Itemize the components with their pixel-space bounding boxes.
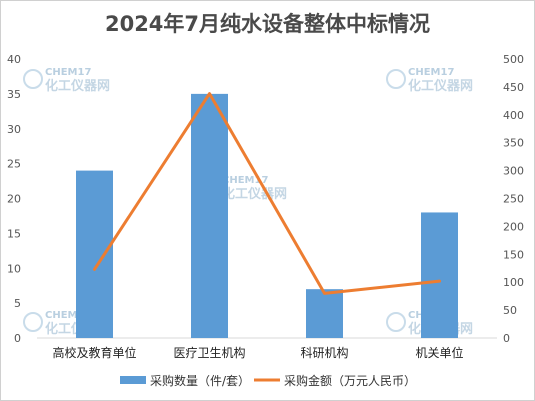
left-tick-label: 40 xyxy=(7,53,21,66)
left-tick-label: 35 xyxy=(7,88,21,101)
legend-bar-label: 采购数量（件/套） xyxy=(150,373,250,388)
left-tick-label: 10 xyxy=(7,262,21,275)
watermark-brand: CHEM17 xyxy=(408,67,454,78)
bar xyxy=(191,93,228,338)
category-label: 医疗卫生机构 xyxy=(173,345,245,360)
category-label: 科研机构 xyxy=(300,345,348,360)
watermark-logo-icon xyxy=(386,312,406,332)
left-tick-label: 20 xyxy=(7,193,21,206)
left-tick-label: 5 xyxy=(14,297,21,310)
watermark-logo-icon xyxy=(23,69,43,89)
category-label: 机关单位 xyxy=(415,345,463,360)
right-tick-label: 350 xyxy=(503,137,524,150)
right-tick-label: 500 xyxy=(503,53,524,66)
right-tick-label: 150 xyxy=(503,248,524,261)
right-axis: 0 50 100 150 200 250 300 350 400 450 500 xyxy=(503,53,524,345)
right-tick-label: 0 xyxy=(503,332,510,345)
watermark-brand: CHEM17 xyxy=(45,67,91,78)
legend: 采购数量（件/套） 采购金额（万元人民币） xyxy=(120,373,416,388)
bar xyxy=(421,212,458,338)
left-tick-label: 30 xyxy=(7,123,21,136)
watermark-logo-icon xyxy=(386,69,406,89)
watermark-name: 化工仪器网 xyxy=(45,78,110,94)
line-series xyxy=(93,92,441,295)
legend-bar-swatch xyxy=(120,376,146,384)
watermark-brand: CHEM17 xyxy=(222,175,268,186)
left-tick-label: 25 xyxy=(7,158,21,171)
category-label: 高校及教育单位 xyxy=(52,345,136,360)
bar-series xyxy=(76,93,458,338)
watermark-logo-icon xyxy=(23,312,43,332)
watermark-brand: CHEM17 xyxy=(45,310,91,321)
legend-line-label: 采购金额（万元人民币） xyxy=(284,373,416,388)
left-tick-label: 0 xyxy=(14,332,21,345)
watermark-name: 化工仪器网 xyxy=(222,186,287,202)
right-tick-label: 300 xyxy=(503,165,524,178)
left-axis: 0 5 10 15 20 25 30 35 40 xyxy=(7,53,21,345)
right-tick-label: 400 xyxy=(503,109,524,122)
left-tick-label: 15 xyxy=(7,227,21,240)
watermark-name: 化工仪器网 xyxy=(408,78,473,94)
right-tick-label: 450 xyxy=(503,81,524,94)
right-tick-label: 100 xyxy=(503,276,524,289)
bar xyxy=(76,170,113,338)
chart-title: 2024年7月纯水设备整体中标情况 xyxy=(104,12,431,36)
right-tick-label: 250 xyxy=(503,193,524,206)
bar xyxy=(306,289,343,338)
right-tick-label: 200 xyxy=(503,220,524,233)
x-axis-categories: 高校及教育单位 医疗卫生机构 科研机构 机关单位 xyxy=(52,345,463,360)
right-tick-label: 50 xyxy=(503,304,517,317)
